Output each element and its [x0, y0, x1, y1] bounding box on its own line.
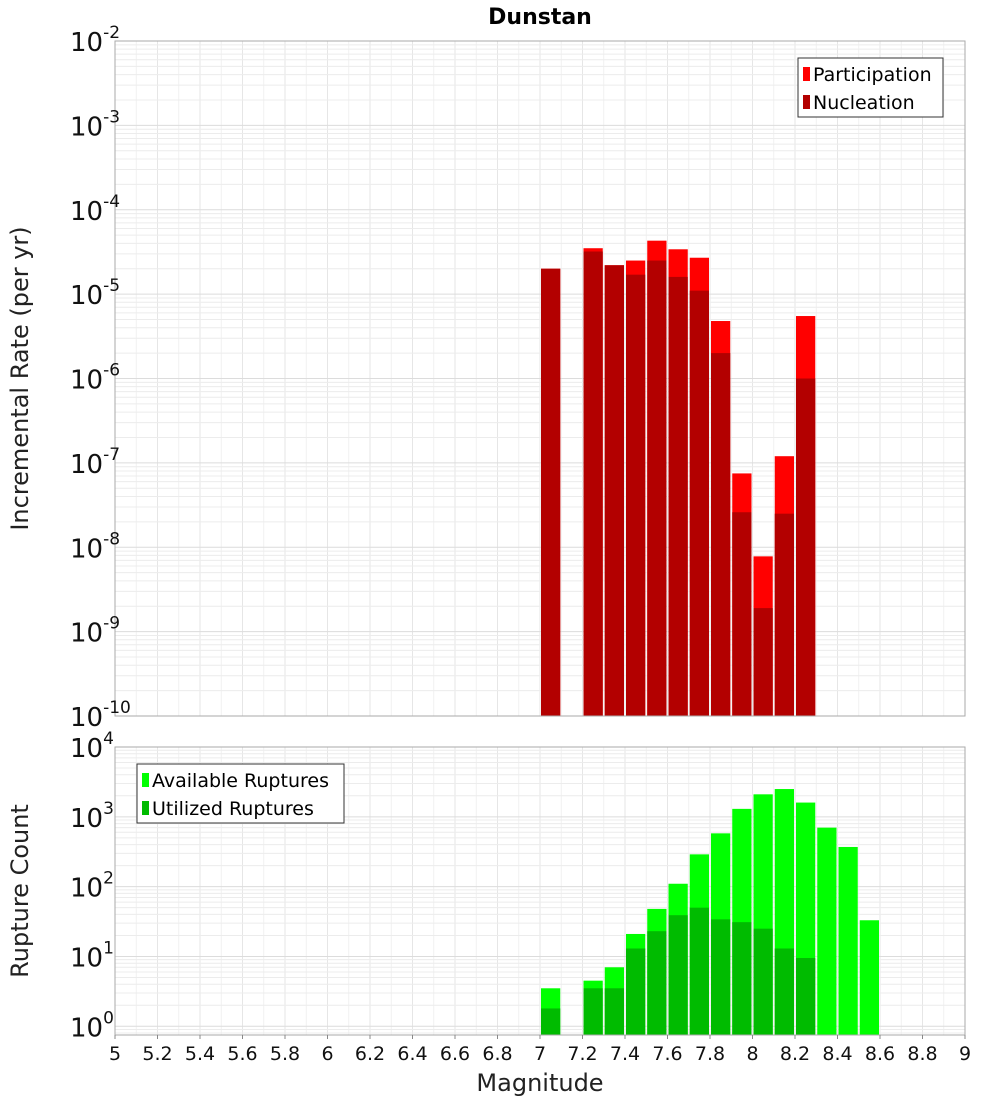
chart-title: Dunstan — [488, 5, 592, 30]
count-bar-available-ruptures — [838, 846, 858, 1035]
count-legend-box — [136, 763, 345, 824]
count-xtick-label: 7 — [534, 1043, 546, 1065]
count-bar-utilized-ruptures — [626, 948, 646, 1035]
count-xtick-label: 8.8 — [907, 1043, 937, 1065]
rate-bar-nucleation — [774, 513, 794, 716]
rate-bar-nucleation — [711, 353, 731, 716]
count-xtick-label: 7.4 — [610, 1043, 640, 1065]
count-bar-utilized-ruptures — [753, 928, 773, 1035]
count-xtick-label: 8.4 — [822, 1043, 852, 1065]
count-legend-label: Utilized Ruptures — [152, 798, 314, 820]
rate-bar-nucleation — [796, 378, 816, 716]
count-xtick-label: 5.6 — [227, 1043, 257, 1065]
rate-bar-nucleation — [583, 251, 603, 716]
rate-ytick-label: 10-7 — [70, 445, 120, 480]
count-xtick-label: 6.6 — [440, 1043, 470, 1065]
count-xtick-label: 5.8 — [270, 1043, 300, 1065]
rate-bar-nucleation — [732, 512, 752, 716]
rate-bar-nucleation — [541, 268, 561, 716]
count-xtick-label: 6.8 — [482, 1043, 512, 1065]
rate-legend-label: Participation — [813, 64, 932, 86]
rate-bar-nucleation — [668, 276, 688, 716]
count-ytick-label: 102 — [70, 869, 114, 904]
count-legend: Available Ruptures Utilized Ruptures — [136, 763, 345, 824]
count-xtick-label: 5.2 — [142, 1043, 172, 1065]
rate-ytick-label: 10-8 — [70, 529, 120, 564]
count-xtick-label: 5.4 — [185, 1043, 215, 1065]
count-xtick-label: 6.2 — [355, 1043, 385, 1065]
rate-plot-frame — [114, 40, 966, 717]
count-bar-utilized-ruptures — [796, 958, 816, 1035]
count-xtick-label: 8.2 — [780, 1043, 810, 1065]
count-bar-available-ruptures — [859, 920, 879, 1035]
count-ytick-label: 101 — [70, 938, 114, 973]
rate-bar-nucleation — [604, 265, 624, 716]
count-xtick-label: 9 — [959, 1043, 971, 1065]
rate-ytick-label: 10-10 — [70, 698, 131, 733]
count-legend-swatch — [142, 773, 149, 787]
count-xtick-label: 7.2 — [567, 1043, 597, 1065]
count-legend-label: Available Ruptures — [152, 770, 329, 792]
rate-legend: Participation Nucleation — [797, 57, 944, 118]
rate-bar-nucleation — [647, 260, 667, 716]
count-ytick-label: 103 — [70, 799, 114, 834]
count-ytick-label: 104 — [70, 729, 114, 764]
rate-legend-swatch — [803, 95, 810, 109]
count-bar-utilized-ruptures — [732, 922, 752, 1035]
rate-legend-box — [797, 57, 944, 118]
rate-ytick-label: 10-2 — [70, 23, 120, 58]
count-xtick-label: 6 — [321, 1043, 333, 1065]
rate-bar-nucleation — [626, 274, 646, 716]
rate-ylabel: Incremental Rate (per yr) — [6, 226, 34, 530]
count-bar-utilized-ruptures — [689, 907, 709, 1035]
count-xtick-label: 7.8 — [695, 1043, 725, 1065]
rate-ytick-label: 10-4 — [70, 192, 120, 227]
count-bar-utilized-ruptures — [604, 988, 624, 1035]
count-bar-utilized-ruptures — [668, 915, 688, 1035]
rate-legend-swatch — [803, 67, 810, 81]
rate-ytick-label: 10-6 — [70, 361, 120, 396]
rate-ytick-label: 10-5 — [70, 276, 120, 311]
rate-ytick-label: 10-9 — [70, 614, 120, 649]
count-bar-utilized-ruptures — [541, 1008, 561, 1035]
rate-bar-nucleation — [689, 290, 709, 716]
count-legend-swatch — [142, 801, 149, 815]
count-bar-utilized-ruptures — [647, 931, 667, 1035]
count-bar-utilized-ruptures — [774, 948, 794, 1035]
count-xtick-label: 6.4 — [397, 1043, 427, 1065]
count-xtick-label: 8 — [746, 1043, 758, 1065]
count-bar-available-ruptures — [817, 827, 837, 1035]
rate-ytick-label: 10-3 — [70, 107, 120, 142]
count-ytick-label: 100 — [70, 1008, 114, 1043]
rate-bar-nucleation — [753, 608, 773, 716]
count-bar-utilized-ruptures — [711, 919, 731, 1035]
count-xtick-label: 7.6 — [652, 1043, 682, 1065]
count-xtick-label: 5 — [109, 1043, 121, 1065]
count-xtick-label: 8.6 — [865, 1043, 895, 1065]
count-bar-utilized-ruptures — [583, 988, 603, 1035]
count-ylabel: Rupture Count — [6, 804, 34, 978]
rate-legend-label: Nucleation — [813, 92, 915, 114]
x-axis-label: Magnitude — [476, 1069, 603, 1097]
